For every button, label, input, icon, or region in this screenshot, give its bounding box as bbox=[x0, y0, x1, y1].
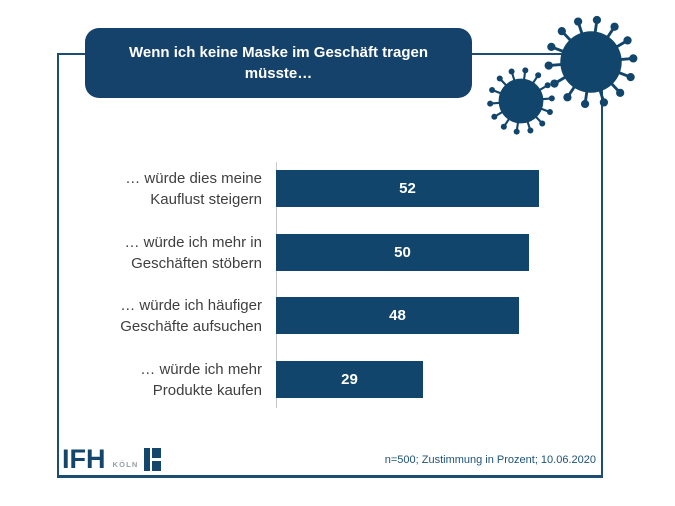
logo-text: IFH bbox=[62, 444, 106, 474]
bar-category-label: … würde ich häufiger Geschäfte aufsuchen bbox=[120, 296, 262, 335]
bar-category-label: … würde ich mehr Produkte kaufen bbox=[140, 360, 262, 399]
source-note: n=500; Zustimmung in Prozent; 10.06.2020 bbox=[384, 454, 596, 466]
chart-title: Wenn ich keine Maske im Geschäft tragen … bbox=[129, 44, 428, 82]
bar-value-label: 48 bbox=[389, 307, 406, 324]
bar-value-label: 52 bbox=[399, 180, 416, 197]
bar-segment: 48 bbox=[276, 297, 519, 334]
bar-segment: 50 bbox=[276, 234, 529, 271]
bar-row: … würde ich mehr Produkte kaufen 29 bbox=[60, 360, 603, 399]
logo-subtext: KÖLN bbox=[112, 460, 139, 469]
bar-segment: 52 bbox=[276, 170, 539, 207]
chart-title-banner: Wenn ich keine Maske im Geschäft tragen … bbox=[85, 28, 472, 98]
logo-mark-icon bbox=[143, 448, 161, 471]
coronavirus-icon bbox=[487, 67, 555, 135]
bar-segment: 29 bbox=[276, 361, 423, 398]
bar-category-label: … würde dies meine Kauflust steigern bbox=[125, 169, 262, 208]
ifh-koeln-logo: IFH KÖLN bbox=[62, 444, 161, 474]
coronavirus-icon bbox=[544, 15, 638, 109]
bar-row: … würde dies meine Kauflust steigern 52 bbox=[60, 169, 603, 208]
bar-row: … würde ich mehr in Geschäften stöbern 50 bbox=[60, 233, 603, 272]
category-axis-line bbox=[276, 162, 277, 408]
bar-value-label: 29 bbox=[341, 371, 358, 388]
bar-row: … würde ich häufiger Geschäfte aufsuchen … bbox=[60, 296, 603, 335]
bar-category-label: … würde ich mehr in Geschäften stöbern bbox=[124, 233, 262, 272]
bar-value-label: 50 bbox=[394, 244, 411, 261]
